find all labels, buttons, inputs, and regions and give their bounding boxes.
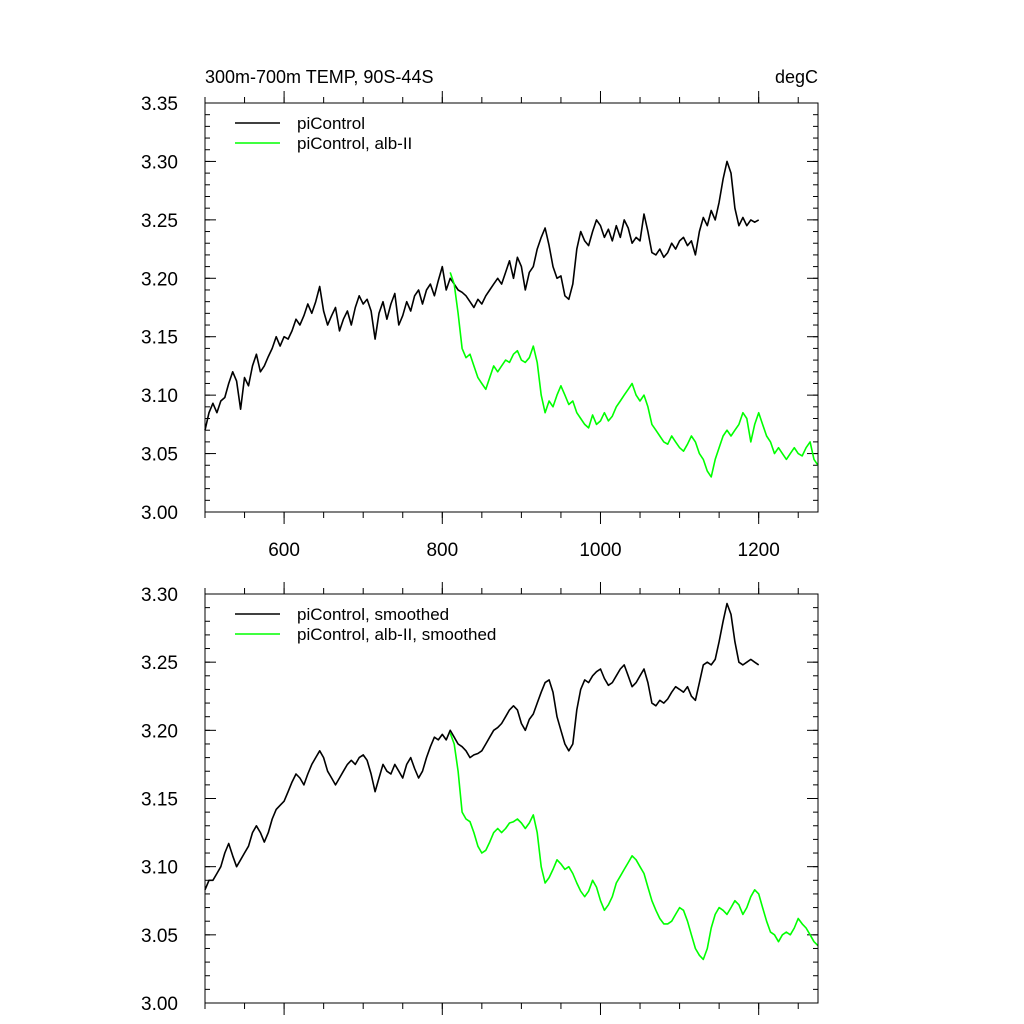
top-y-tick-labels: 3.00 3.05 3.10 3.15 3.20 3.25 3.30 3.35 — [141, 94, 178, 524]
bottom-plot-frame — [204, 593, 819, 1004]
y-tick-label: 3.10 — [141, 858, 178, 879]
x-tick-label: 1000 — [579, 540, 621, 561]
y-tick-label: 3.05 — [141, 926, 178, 947]
x-tick-label: 1200 — [738, 540, 780, 561]
y-tick-label: 3.00 — [141, 994, 178, 1015]
top-legend: piControl piControl, alb-II — [235, 114, 412, 153]
top-chart-units: degC — [775, 67, 818, 87]
y-tick-label: 3.30 — [141, 152, 178, 173]
y-tick-label: 3.20 — [141, 269, 178, 290]
top-chart-title: 300m-700m TEMP, 90S-44S — [205, 67, 433, 87]
legend-label-picontrol-smoothed: piControl, smoothed — [297, 605, 449, 624]
top-plot-frame — [204, 102, 819, 513]
y-tick-label: 3.10 — [141, 386, 178, 407]
x-tick-label: 600 — [268, 540, 300, 561]
series-line-picontrol-smoothed — [204, 602, 760, 891]
bottom-y-tick-labels: 3.00 3.05 3.10 3.15 3.20 3.25 3.30 — [141, 585, 178, 1015]
bottom-series-lines — [204, 602, 819, 961]
y-tick-label: 3.05 — [141, 445, 178, 466]
top-major-ticks — [205, 91, 818, 524]
y-tick-label: 3.35 — [141, 94, 178, 115]
bottom-chart: 3.00 3.05 3.10 3.15 3.20 3.25 3.30 piCon… — [141, 582, 819, 1015]
y-tick-label: 3.00 — [141, 503, 178, 524]
y-tick-label: 3.25 — [141, 653, 178, 674]
bottom-major-ticks — [205, 582, 818, 1015]
bottom-minor-ticks — [204, 588, 818, 1009]
legend-label-picontrol: piControl — [297, 114, 365, 133]
series-line-picontrol — [204, 160, 760, 431]
top-x-tick-labels: 600 800 1000 1200 — [268, 540, 780, 561]
legend-label-picontrol-alb-ii: piControl, alb-II — [297, 134, 412, 153]
y-tick-label: 3.15 — [141, 328, 178, 349]
top-minor-ticks — [204, 97, 818, 518]
y-tick-label: 3.30 — [141, 585, 178, 606]
y-tick-label: 3.15 — [141, 790, 178, 811]
x-tick-label: 800 — [426, 540, 458, 561]
bottom-legend: piControl, smoothed piControl, alb-II, s… — [235, 605, 496, 644]
top-series-lines — [204, 160, 819, 478]
series-line-picontrol-alb-ii-smoothed — [449, 732, 819, 961]
legend-label-picontrol-alb-ii-smoothed: piControl, alb-II, smoothed — [297, 625, 496, 644]
top-chart: 300m-700m TEMP, 90S-44S degC 3.00 3.05 3… — [141, 67, 819, 561]
y-tick-label: 3.25 — [141, 211, 178, 232]
y-tick-label: 3.20 — [141, 721, 178, 742]
series-line-picontrol-alb-ii — [449, 272, 819, 478]
